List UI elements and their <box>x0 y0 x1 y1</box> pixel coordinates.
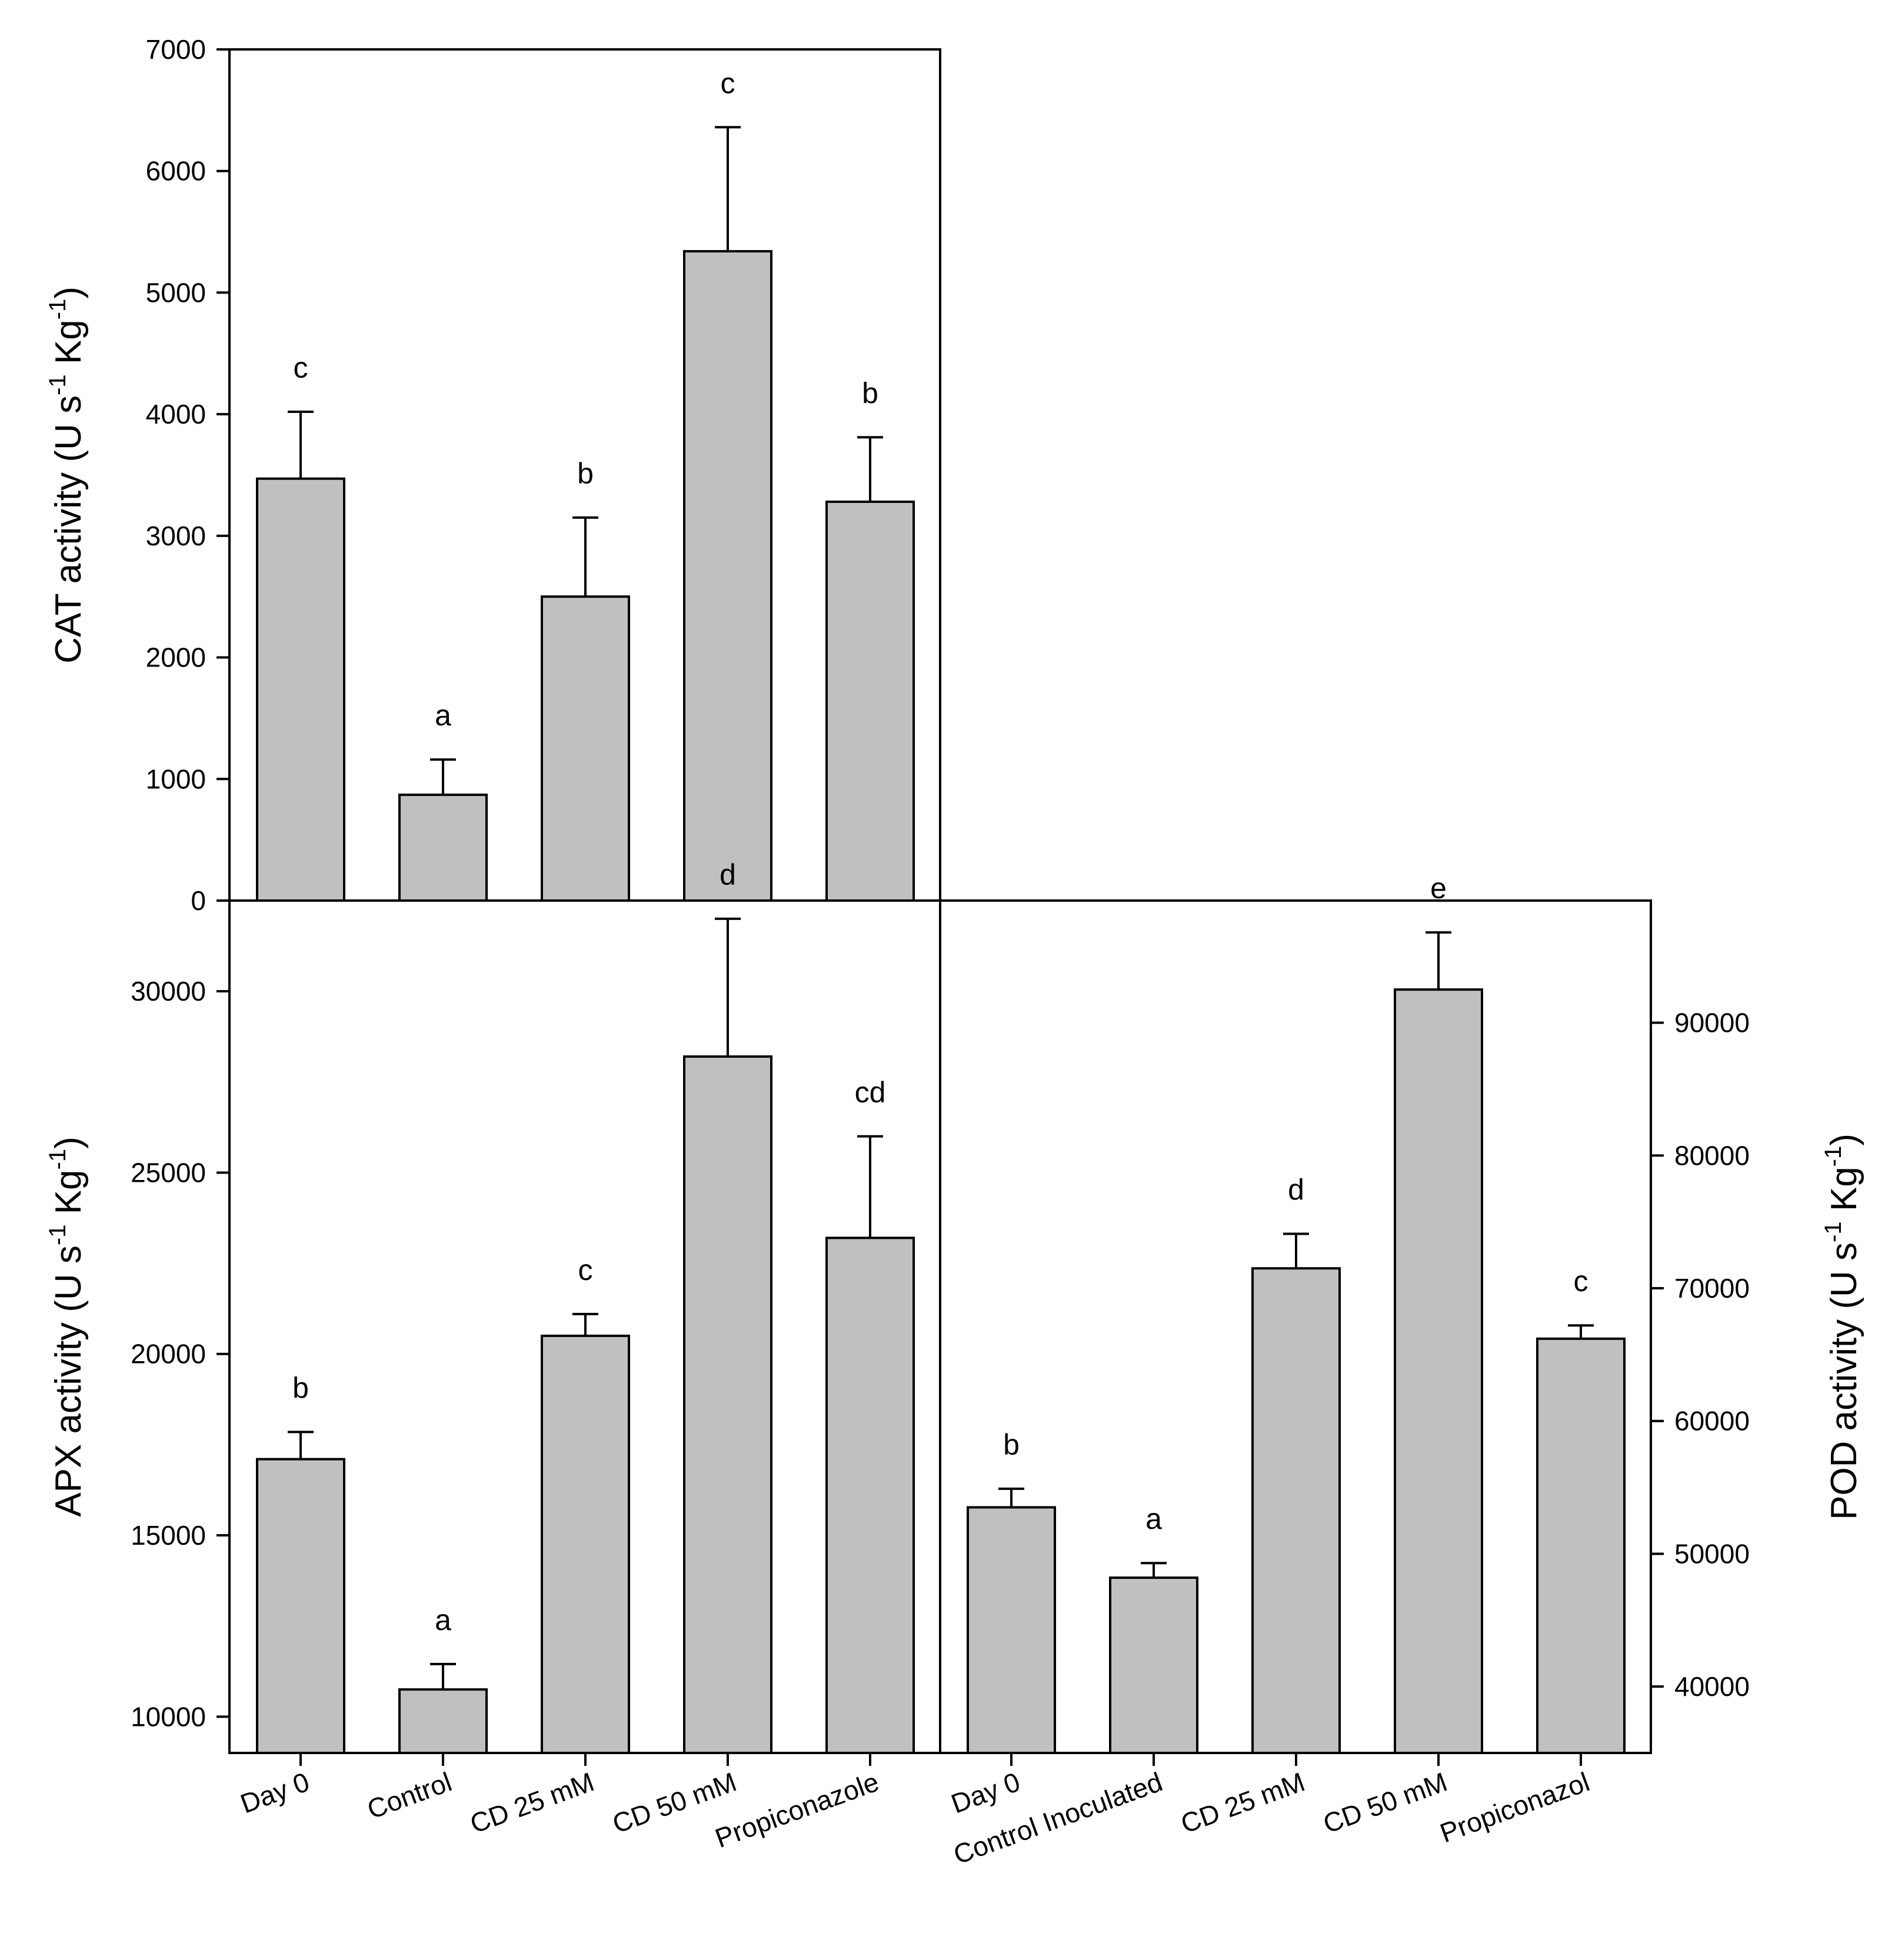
significance-letter-apx: a <box>435 1604 451 1636</box>
y-tick-label-cat: 2000 <box>146 642 206 673</box>
panel-cat: 0 1000 2000 3000 4000 5000 6000 7000 CAT activit… <box>45 34 941 916</box>
significance-letter-pod: e <box>1430 872 1447 905</box>
significance-letter-apx: d <box>720 858 736 891</box>
x-category-label-apx: Propiconazole <box>711 1766 883 1854</box>
y-tick-label-pod: 40000 <box>1674 1671 1750 1702</box>
y-tick-label-pod: 90000 <box>1674 1008 1750 1038</box>
significance-letter-apx: c <box>578 1254 593 1286</box>
y-tick-label-cat: 5000 <box>146 277 206 308</box>
y-tick-label-cat: 0 <box>191 885 206 916</box>
y-tick-label-pod: 60000 <box>1674 1406 1750 1436</box>
significance-letter-cat: c <box>294 351 308 384</box>
x-category-label-apx: Control <box>363 1766 455 1825</box>
bar-pod <box>1251 1267 1341 1755</box>
y-tick-label-pod: 80000 <box>1674 1140 1750 1171</box>
bar-apx <box>256 1458 345 1754</box>
x-category-label-apx: CD 25 mM <box>466 1766 598 1839</box>
y-axis-title-cat: CAT activity (U s-1 Kg-1) <box>45 286 89 664</box>
panel-pod: 40000 50000 60000 70000 80000 90000 POD activi… <box>939 872 1864 1870</box>
significance-letter-pod: d <box>1288 1174 1304 1206</box>
x-category-label-pod: Day 0 <box>947 1766 1024 1819</box>
x-category-label-pod: CD 50 mM <box>1319 1766 1451 1839</box>
y-tick-label-cat: 7000 <box>146 34 206 65</box>
bar-cat <box>256 477 345 902</box>
bar-apx <box>825 1236 915 1755</box>
significance-letter-apx: b <box>292 1371 309 1404</box>
panel-apx: 10000 15000 20000 25000 30000 APX activity (U… <box>45 858 941 1854</box>
significance-letter-pod: c <box>1574 1265 1588 1298</box>
bar-pod <box>1109 1576 1198 1754</box>
significance-letter-cat: c <box>721 66 735 99</box>
x-category-label-apx: Day 0 <box>237 1766 314 1819</box>
y-tick-label-cat: 3000 <box>146 521 206 551</box>
bar-cat <box>398 794 488 902</box>
bar-cat <box>683 250 772 902</box>
y-axis-title-apx: APX activity (U s-1 Kg-1) <box>45 1136 89 1517</box>
y-tick-label-apx: 25000 <box>131 1157 206 1188</box>
bar-pod <box>1536 1337 1626 1754</box>
y-tick-label-apx: 30000 <box>131 976 206 1006</box>
y-tick-label-pod: 70000 <box>1674 1273 1750 1304</box>
significance-letter-cat: a <box>435 699 451 732</box>
bar-cat <box>825 500 915 902</box>
y-tick-label-pod: 50000 <box>1674 1538 1750 1569</box>
bar-cat <box>541 595 630 902</box>
x-category-label-pod: Propiconazol <box>1436 1766 1594 1849</box>
y-axis-title-pod: POD activity (U s-1 Kg-1) <box>1820 1134 1864 1520</box>
bar-apx <box>683 1055 772 1754</box>
y-tick-label-cat: 1000 <box>146 764 206 794</box>
y-tick-label-cat: 6000 <box>146 156 206 186</box>
bar-pod <box>1394 988 1483 1754</box>
y-tick-label-apx: 10000 <box>131 1701 206 1732</box>
y-tick-label-apx: 20000 <box>131 1339 206 1369</box>
bar-apx <box>541 1334 630 1754</box>
significance-letter-cat: b <box>862 376 878 409</box>
significance-letter-cat: b <box>577 457 594 490</box>
significance-letter-pod: a <box>1145 1502 1162 1535</box>
bar-apx <box>398 1688 488 1754</box>
significance-letter-pod: b <box>1003 1428 1020 1461</box>
x-category-label-pod: CD 25 mM <box>1177 1766 1308 1839</box>
significance-letter-apx: cd <box>855 1076 886 1109</box>
y-tick-label-cat: 4000 <box>146 399 206 429</box>
y-tick-label-apx: 15000 <box>131 1520 206 1551</box>
bar-pod <box>967 1506 1056 1755</box>
